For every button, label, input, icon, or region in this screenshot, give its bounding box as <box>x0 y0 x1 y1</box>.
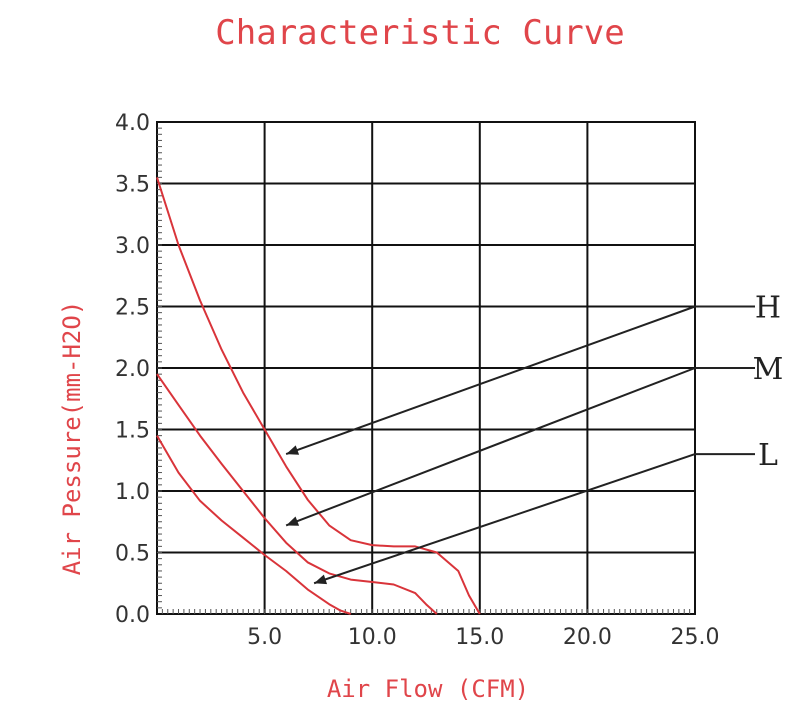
curve-H <box>156 177 481 615</box>
y-axis-title: Air Pessure(mm-H2O) <box>58 301 86 576</box>
y-tick-label: 3.0 <box>115 234 150 259</box>
y-tick-label: 2.5 <box>115 296 150 321</box>
leader-line-H <box>285 305 696 456</box>
x-tick-label: 20.0 <box>563 625 612 650</box>
curve-label-L: L <box>758 438 778 473</box>
leader-line-L <box>313 453 696 585</box>
curve-M <box>156 373 438 615</box>
x-axis-title: Air Flow (CFM) <box>327 675 529 703</box>
x-tick-label: 25.0 <box>671 625 720 650</box>
y-tick-label: 0.5 <box>115 542 150 567</box>
x-tick-label: 15.0 <box>455 625 504 650</box>
x-tick-label: 10.0 <box>348 625 397 650</box>
curve-label-H: H <box>755 291 781 326</box>
chart-title: Characteristic Curve <box>215 13 624 53</box>
y-tick-label: 1.5 <box>115 419 150 444</box>
y-tick-label: 3.5 <box>115 173 150 198</box>
curve-label-M: M <box>753 352 784 387</box>
x-tick-label: 5.0 <box>247 625 282 650</box>
arrowhead-H <box>286 445 300 455</box>
arrowhead-L <box>314 574 328 585</box>
y-tick-label: 2.0 <box>115 357 150 382</box>
y-tick-label: 4.0 <box>115 111 150 136</box>
y-tick-label: 1.0 <box>115 480 150 505</box>
y-tick-label: 0.0 <box>115 603 150 628</box>
arrowhead-M <box>286 516 300 526</box>
plot-area: 0.0 0.5 1.0 1.5 2.0 2.5 3.0 3.5 4.0 5.0 10.0 15.0 20… <box>115 111 783 650</box>
curve-L <box>156 435 352 615</box>
leader-line-M <box>285 367 696 527</box>
